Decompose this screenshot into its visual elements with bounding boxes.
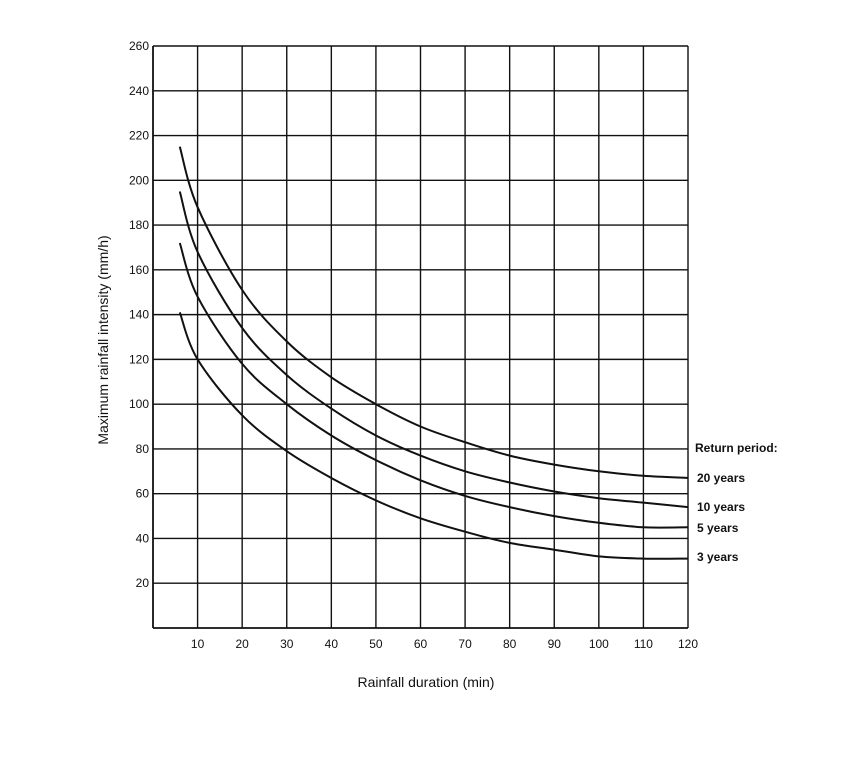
x-tick-label: 100: [589, 637, 609, 651]
y-tick-label: 140: [129, 308, 149, 322]
x-tick-label: 120: [678, 637, 698, 651]
legend-title: Return period:: [695, 441, 778, 455]
y-tick-label: 40: [136, 531, 150, 545]
legend-item: 5 years: [697, 521, 739, 535]
series: [178, 146, 689, 560]
y-tick-label: 200: [129, 173, 149, 187]
x-tick-label: 80: [503, 637, 517, 651]
x-tick-label: 30: [280, 637, 294, 651]
y-tick-label: 80: [136, 442, 150, 456]
axes: [152, 46, 688, 629]
legend-item: 3 years: [697, 550, 739, 564]
y-tick-label: 220: [129, 129, 149, 143]
x-axis-title: Rainfall duration (min): [358, 674, 495, 690]
x-tick-label: 20: [235, 637, 249, 651]
legend-item: 10 years: [697, 500, 745, 514]
x-tick-label: 10: [191, 637, 205, 651]
y-tick-label: 60: [136, 487, 150, 501]
tick-labels: 10 20 30 40 50 60 70 80 90 100 110 120 20 40 60 80 100 12…: [129, 39, 698, 651]
series-line: [178, 242, 689, 529]
y-tick-label: 260: [129, 39, 149, 53]
y-tick-label: 160: [129, 263, 149, 277]
x-tick-label: 90: [548, 637, 562, 651]
series-line: [178, 146, 689, 479]
y-tick-label: 180: [129, 218, 149, 232]
x-tick-label: 50: [369, 637, 383, 651]
x-tick-label: 40: [325, 637, 339, 651]
x-tick-label: 60: [414, 637, 428, 651]
y-axis-title: Maximum rainfall intensity (mm/h): [95, 235, 111, 444]
grid: [153, 45, 689, 628]
y-tick-label: 100: [129, 397, 149, 411]
x-tick-label: 70: [458, 637, 472, 651]
series-line: [178, 312, 689, 560]
legend-item: 20 years: [697, 471, 745, 485]
legend: 20 years 10 years 5 years 3 years: [697, 471, 745, 564]
y-tick-label: 20: [136, 576, 150, 590]
series-line: [178, 191, 689, 509]
y-tick-label: 240: [129, 84, 149, 98]
y-tick-label: 120: [129, 352, 149, 366]
x-tick-label: 110: [634, 637, 653, 651]
